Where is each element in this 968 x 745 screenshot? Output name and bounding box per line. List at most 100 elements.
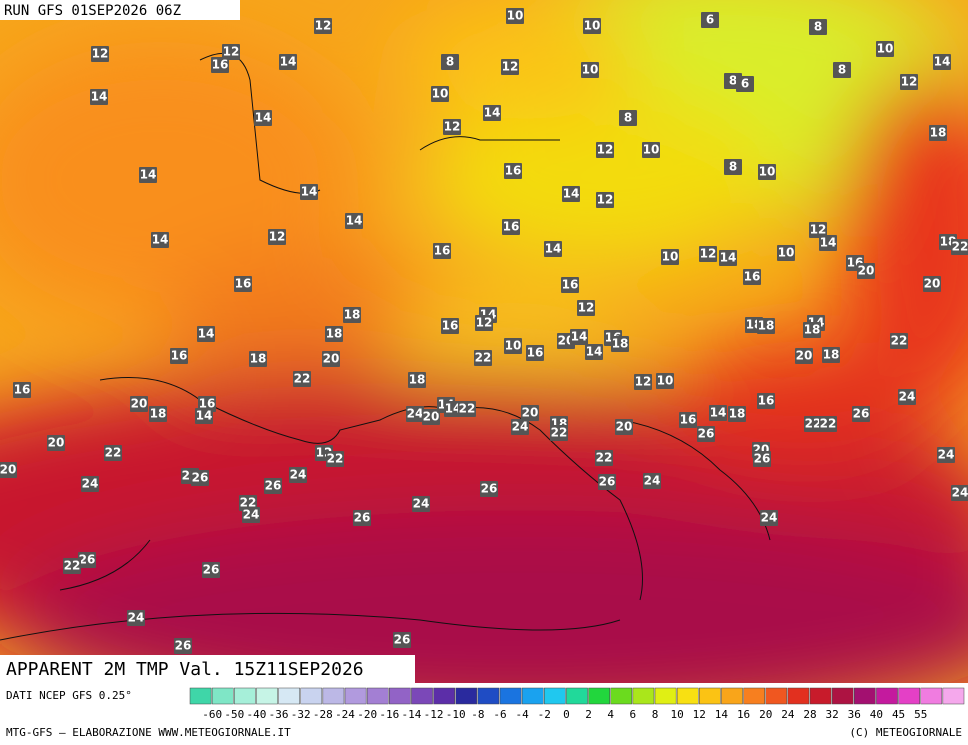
label-box: [222, 44, 240, 60]
temperature-label: 26: [175, 639, 192, 653]
label-box: [506, 8, 524, 24]
temperature-label: 20: [924, 277, 941, 291]
label-box: [809, 19, 827, 35]
label-box: [441, 54, 459, 70]
scale-tick-label: -50: [224, 708, 244, 721]
temperature-label: 10: [759, 165, 776, 179]
temperature-label: 22: [327, 452, 344, 466]
label-box: [322, 351, 340, 367]
label-box: [923, 276, 941, 292]
scale-tick-label: -60: [202, 708, 222, 721]
label-box: [393, 632, 411, 648]
temperature-label: 14: [934, 55, 951, 69]
temperature-label: 10: [505, 339, 522, 353]
temperature-label: 14: [91, 90, 108, 104]
temperature-label: 14: [301, 185, 318, 199]
temperature-label: 12: [700, 247, 717, 261]
source-label: DATI NCEP GFS 0.25°: [6, 689, 132, 702]
temperature-label: 14: [196, 409, 213, 423]
temperature-label: 18: [729, 407, 746, 421]
color-swatch: [211, 687, 234, 705]
label-box: [422, 409, 440, 425]
label-box: [760, 510, 778, 526]
temperature-label: 18: [250, 352, 267, 366]
label-box: [709, 405, 727, 421]
label-box: [876, 41, 894, 57]
scale-tick-label: 55: [914, 708, 927, 721]
scale-tick-label: -14: [401, 708, 421, 721]
temperature-label: 8: [446, 55, 454, 69]
map-title: APPARENT 2M TMP Val. 15Z11SEP2026: [6, 659, 364, 680]
temperature-label: 14: [563, 187, 580, 201]
temperature-label: 18: [823, 348, 840, 362]
temperature-label: 12: [502, 60, 519, 74]
label-box: [293, 371, 311, 387]
title-box: [0, 655, 415, 683]
label-box: [480, 481, 498, 497]
temperature-label: 18: [326, 327, 343, 341]
color-swatch: [610, 687, 633, 705]
label-box: [504, 338, 522, 354]
label-box: [211, 57, 229, 73]
label-box: [929, 125, 947, 141]
temperature-label: 10: [507, 9, 524, 23]
temperature-label: 26: [192, 471, 209, 485]
color-swatch: [920, 687, 943, 705]
temperature-label: 16: [562, 278, 579, 292]
label-box: [852, 406, 870, 422]
label-box: [202, 562, 220, 578]
label-box: [611, 336, 629, 352]
color-swatch: [256, 687, 278, 705]
color-swatch: [809, 687, 832, 705]
label-box: [634, 374, 652, 390]
color-scale: -60 -50 -40 -36 -32 -28 -24 -20 -16 -14 -12 -10 -8 -6…: [189, 687, 965, 721]
label-box: [795, 348, 813, 364]
label-box: [757, 393, 775, 409]
label-box: [475, 315, 493, 331]
scale-tick-label: 36: [848, 708, 861, 721]
label-box: [249, 351, 267, 367]
label-box: [583, 18, 601, 34]
label-box: [803, 322, 821, 338]
label-box: [353, 510, 371, 526]
temperature-label: 6: [741, 77, 749, 91]
temperature-label: 14: [586, 345, 603, 359]
temperature-label: 12: [269, 230, 286, 244]
temperature-label: 12: [92, 47, 109, 61]
label-box: [443, 119, 461, 135]
temperature-label: 14: [545, 242, 562, 256]
temperature-label: 18: [930, 126, 947, 140]
footer-right: (C) METEOGIORNALE: [849, 726, 962, 739]
temperature-label: 12: [444, 120, 461, 134]
scale-tick-label: -4: [516, 708, 530, 721]
run-box: [0, 0, 240, 20]
label-box: [521, 405, 539, 421]
temperature-label: 24: [407, 407, 424, 421]
temperature-label: 10: [662, 250, 679, 264]
color-swatch: [942, 687, 965, 705]
label-box: [254, 110, 272, 126]
label-box: [819, 235, 837, 251]
label-box: [585, 344, 603, 360]
temperature-label: 22: [475, 351, 492, 365]
temperature-label: 26: [481, 482, 498, 496]
label-box: [697, 426, 715, 442]
temperature-label: 16: [680, 413, 697, 427]
temperature-label: 16: [434, 244, 451, 258]
color-swatch: [455, 687, 478, 705]
temperature-label: 12: [635, 375, 652, 389]
label-box: [81, 476, 99, 492]
label-box: [90, 89, 108, 105]
temperature-label: 24: [290, 468, 307, 482]
color-swatch: [699, 687, 721, 705]
label-box: [951, 239, 968, 255]
label-box: [408, 372, 426, 388]
temperature-label: 18: [150, 407, 167, 421]
temperature-label: 10: [584, 19, 601, 33]
scale-tick-label: -40: [246, 708, 266, 721]
scale-tick-label: -6: [493, 708, 506, 721]
scale-tick-label: -10: [446, 708, 466, 721]
color-swatch: [765, 687, 788, 705]
run-label: RUN GFS 01SEP2026 06Z: [4, 3, 181, 19]
